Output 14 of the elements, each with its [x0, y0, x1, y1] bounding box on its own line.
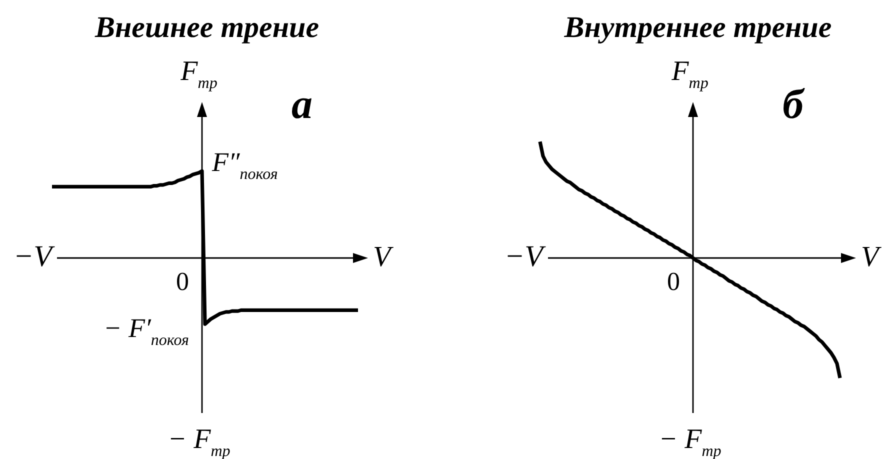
x-axis-title: V: [861, 241, 882, 273]
annotation: F″$_{покоя}$: [211, 147, 278, 183]
annotation: − F′$_{покоя}$: [104, 313, 189, 349]
text: −V: [13, 240, 56, 273]
text: а: [292, 82, 312, 128]
text: б: [782, 82, 806, 128]
chart-title: Внешнее трение: [94, 11, 320, 44]
y-axis-title: F$_{тр}$: [670, 56, 708, 92]
annotation: 0: [667, 267, 680, 296]
chart-title: Внутреннее трение: [563, 11, 832, 44]
text: −V: [504, 240, 547, 273]
annotation: 0: [176, 267, 189, 296]
y-axis-title: F$_{тр}$: [180, 56, 218, 92]
x-axis-title: V: [373, 241, 394, 273]
